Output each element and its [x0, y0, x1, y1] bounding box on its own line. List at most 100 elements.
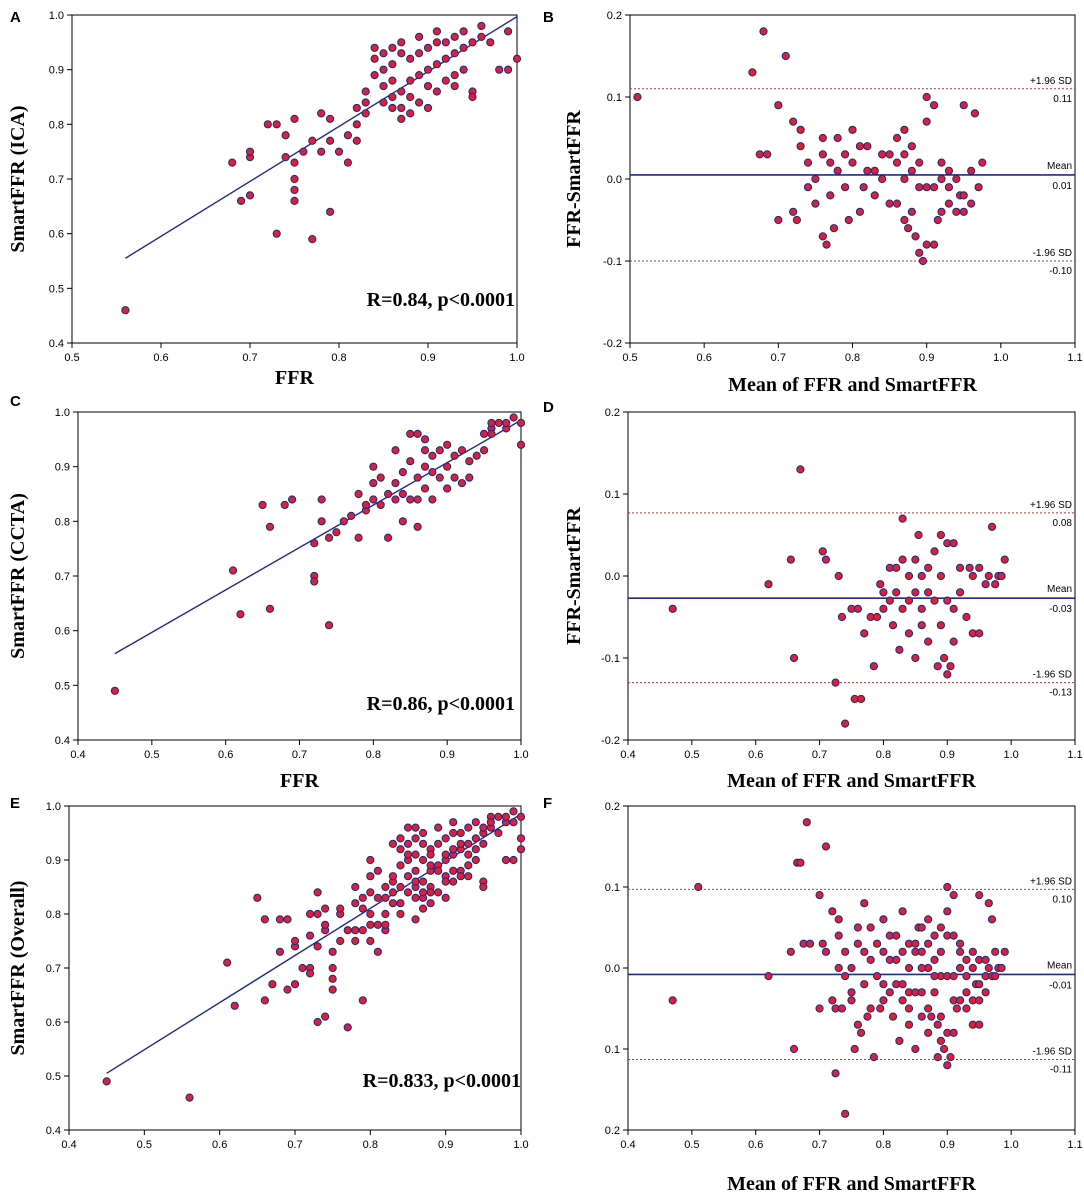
- data-point: [420, 462, 430, 471]
- data-point: [321, 1012, 330, 1021]
- data-point: [379, 65, 388, 74]
- data-point: [418, 839, 428, 848]
- y-axis-title: FFR-SmartFFR: [563, 110, 585, 248]
- lower-limit-value: -0.10: [1049, 266, 1072, 277]
- data-point: [968, 947, 977, 956]
- panel-label: E: [10, 795, 20, 812]
- data-point: [396, 882, 405, 892]
- data-point: [821, 947, 831, 956]
- data-point: [904, 224, 913, 233]
- data-point: [388, 76, 397, 85]
- data-point: [494, 812, 503, 821]
- data-point: [955, 963, 965, 973]
- x-tick-label: 0.7: [812, 1139, 827, 1151]
- data-point: [952, 174, 961, 184]
- y-tick-label: 0.6: [55, 626, 70, 638]
- data-point: [253, 893, 262, 902]
- data-point: [955, 563, 965, 572]
- data-point: [313, 909, 322, 919]
- y-tick-label: 0.0: [607, 174, 622, 186]
- plot-frame: [629, 14, 1076, 344]
- data-point: [975, 891, 984, 900]
- data-point: [398, 489, 407, 499]
- data-point: [759, 27, 768, 36]
- data-point: [848, 158, 857, 167]
- data-point: [486, 818, 495, 827]
- data-point: [415, 98, 424, 107]
- data-point: [915, 158, 924, 167]
- y-tick-label: 0.2: [605, 1125, 620, 1137]
- data-point: [904, 629, 914, 638]
- data-point: [922, 240, 931, 249]
- mean-name: Mean: [1047, 161, 1072, 172]
- data-point: [464, 861, 473, 870]
- data-point: [328, 963, 337, 973]
- data-point: [369, 462, 378, 471]
- data-point: [962, 1004, 971, 1013]
- data-point: [418, 877, 428, 886]
- y-tick-label: -0.2: [601, 735, 620, 747]
- data-point: [465, 473, 474, 482]
- data-point: [339, 517, 348, 526]
- data-point: [121, 306, 130, 315]
- data-point: [366, 888, 375, 897]
- data-point: [265, 604, 275, 613]
- data-point: [892, 199, 902, 208]
- x-tick-label: 0.8: [331, 352, 346, 364]
- data-point: [924, 939, 933, 948]
- data-point: [418, 904, 428, 913]
- data-point: [789, 117, 798, 126]
- data-point: [428, 468, 437, 477]
- data-point: [694, 882, 703, 892]
- data-point: [366, 855, 375, 865]
- y-tick-label: 1.0: [49, 10, 64, 22]
- data-point: [904, 571, 914, 581]
- data-point: [457, 446, 467, 455]
- data-point: [406, 495, 415, 504]
- data-point: [281, 153, 290, 162]
- lower-limit-name: -1.96 SD: [1033, 248, 1072, 259]
- data-point: [509, 807, 518, 816]
- data-point: [343, 1023, 352, 1032]
- data-point: [869, 662, 878, 671]
- data-point: [984, 899, 993, 908]
- data-point: [317, 147, 326, 156]
- x-tick-label: 0.9: [438, 1139, 453, 1151]
- data-point: [818, 133, 827, 143]
- data-point: [952, 207, 961, 216]
- data-point: [885, 199, 894, 208]
- data-point: [403, 888, 413, 897]
- data-point: [933, 1020, 942, 1029]
- data-point: [418, 828, 428, 838]
- data-point: [321, 920, 330, 929]
- x-tick-label: 0.6: [218, 749, 233, 761]
- data-point: [837, 612, 847, 622]
- data-point: [885, 988, 894, 997]
- data-point: [272, 120, 281, 129]
- data-point: [435, 473, 444, 482]
- data-point: [347, 511, 356, 520]
- data-point: [260, 996, 269, 1005]
- data-point: [907, 142, 916, 151]
- data-point: [911, 232, 920, 241]
- data-point: [343, 158, 352, 167]
- data-point: [381, 909, 390, 919]
- data-point: [936, 947, 946, 956]
- data-point: [351, 936, 360, 946]
- data-point: [434, 823, 443, 832]
- y-tick-label: 0.5: [46, 1071, 61, 1083]
- data-point: [872, 612, 882, 622]
- mean-value: -0.03: [1049, 604, 1072, 615]
- data-point: [834, 931, 843, 940]
- data-point: [898, 907, 907, 916]
- x-tick-label: 1.0: [1003, 1139, 1018, 1151]
- data-point: [834, 915, 843, 924]
- data-point: [943, 596, 952, 605]
- data-point: [260, 915, 269, 924]
- data-point: [450, 71, 459, 80]
- data-point: [110, 686, 120, 695]
- x-tick-label: 1.1: [1067, 1139, 1082, 1151]
- data-point: [904, 1020, 914, 1029]
- data-point: [904, 1004, 914, 1013]
- mean-value: 0.01: [1053, 181, 1073, 192]
